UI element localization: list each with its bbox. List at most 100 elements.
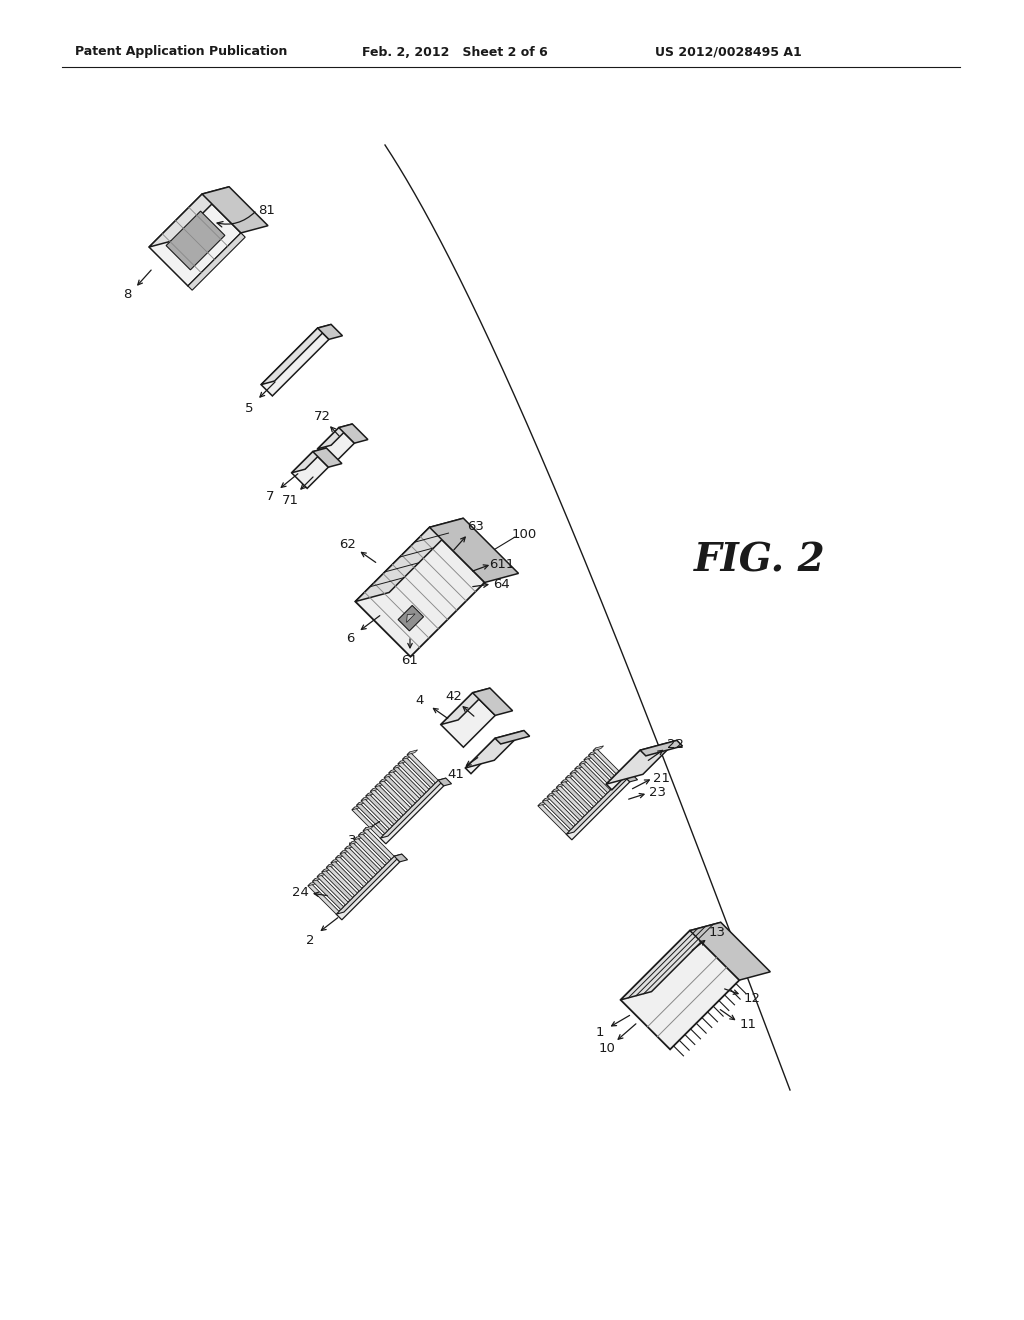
Polygon shape bbox=[398, 759, 409, 764]
Text: 23: 23 bbox=[649, 787, 667, 800]
Polygon shape bbox=[361, 796, 372, 801]
Polygon shape bbox=[589, 751, 599, 755]
Polygon shape bbox=[364, 826, 374, 830]
Text: 4: 4 bbox=[416, 693, 424, 706]
Text: 12: 12 bbox=[743, 991, 761, 1005]
Text: 10: 10 bbox=[599, 1043, 615, 1056]
Polygon shape bbox=[331, 861, 362, 891]
Polygon shape bbox=[552, 789, 583, 820]
Polygon shape bbox=[354, 836, 365, 840]
Polygon shape bbox=[402, 755, 413, 759]
Polygon shape bbox=[552, 787, 562, 792]
Text: 64: 64 bbox=[493, 578, 509, 590]
Polygon shape bbox=[371, 788, 401, 820]
Polygon shape bbox=[380, 777, 390, 783]
Polygon shape bbox=[621, 931, 739, 1049]
Polygon shape bbox=[202, 187, 268, 232]
Text: 81: 81 bbox=[259, 203, 275, 216]
Polygon shape bbox=[331, 858, 341, 863]
Polygon shape bbox=[366, 791, 376, 796]
Polygon shape bbox=[317, 428, 354, 465]
Polygon shape bbox=[440, 688, 489, 725]
Text: 100: 100 bbox=[511, 528, 537, 540]
Polygon shape bbox=[340, 851, 371, 882]
Text: 3: 3 bbox=[348, 833, 356, 846]
Text: 5: 5 bbox=[245, 401, 253, 414]
Text: 11: 11 bbox=[739, 1019, 757, 1031]
Polygon shape bbox=[570, 768, 581, 774]
Text: 41: 41 bbox=[447, 768, 465, 781]
Text: 71: 71 bbox=[282, 494, 299, 507]
Polygon shape bbox=[566, 776, 630, 840]
Polygon shape bbox=[465, 730, 524, 768]
Text: 22: 22 bbox=[668, 738, 684, 751]
Polygon shape bbox=[543, 796, 553, 801]
Polygon shape bbox=[380, 777, 445, 838]
Polygon shape bbox=[355, 519, 463, 602]
Polygon shape bbox=[322, 870, 353, 900]
Polygon shape bbox=[606, 750, 646, 789]
Polygon shape bbox=[547, 792, 558, 797]
Polygon shape bbox=[317, 424, 352, 449]
Polygon shape bbox=[398, 606, 424, 631]
Polygon shape bbox=[690, 923, 770, 981]
Polygon shape bbox=[352, 807, 383, 838]
Text: 1: 1 bbox=[596, 1027, 604, 1040]
Polygon shape bbox=[356, 800, 367, 805]
Polygon shape bbox=[429, 519, 518, 582]
Polygon shape bbox=[336, 854, 346, 858]
Polygon shape bbox=[566, 774, 632, 834]
Polygon shape bbox=[574, 767, 606, 797]
Polygon shape bbox=[580, 762, 610, 793]
Polygon shape bbox=[384, 772, 394, 777]
Polygon shape bbox=[384, 775, 415, 807]
Polygon shape bbox=[312, 878, 344, 909]
Text: 7: 7 bbox=[266, 490, 274, 503]
Text: 42: 42 bbox=[445, 689, 463, 702]
Polygon shape bbox=[408, 750, 418, 755]
Text: Patent Application Publication: Patent Application Publication bbox=[75, 45, 288, 58]
Polygon shape bbox=[340, 849, 350, 854]
Text: 61: 61 bbox=[401, 653, 419, 667]
Polygon shape bbox=[336, 857, 399, 920]
Polygon shape bbox=[561, 777, 571, 783]
Polygon shape bbox=[361, 797, 392, 829]
Polygon shape bbox=[150, 187, 229, 247]
Polygon shape bbox=[380, 780, 443, 843]
Polygon shape bbox=[570, 771, 601, 803]
Polygon shape bbox=[565, 775, 597, 807]
Polygon shape bbox=[543, 799, 573, 829]
Polygon shape bbox=[408, 752, 438, 783]
Text: 8: 8 bbox=[123, 289, 131, 301]
Text: US 2012/0028495 A1: US 2012/0028495 A1 bbox=[655, 45, 802, 58]
Polygon shape bbox=[574, 764, 586, 770]
Polygon shape bbox=[380, 780, 411, 810]
Polygon shape bbox=[188, 232, 245, 290]
Polygon shape bbox=[473, 688, 513, 715]
Polygon shape bbox=[375, 784, 406, 816]
Polygon shape bbox=[593, 746, 603, 751]
Polygon shape bbox=[398, 762, 429, 792]
Polygon shape bbox=[354, 837, 385, 869]
Polygon shape bbox=[407, 614, 415, 623]
Polygon shape bbox=[261, 329, 329, 396]
Polygon shape bbox=[327, 862, 337, 867]
Polygon shape bbox=[625, 774, 638, 781]
Text: 2: 2 bbox=[306, 933, 314, 946]
Polygon shape bbox=[402, 756, 433, 788]
Polygon shape bbox=[312, 447, 342, 467]
Text: 21: 21 bbox=[653, 771, 671, 784]
Polygon shape bbox=[393, 763, 403, 768]
Polygon shape bbox=[261, 325, 331, 384]
Polygon shape bbox=[389, 771, 420, 801]
Text: 63: 63 bbox=[468, 520, 484, 533]
Polygon shape bbox=[556, 783, 567, 788]
Polygon shape bbox=[393, 766, 424, 797]
Polygon shape bbox=[556, 784, 588, 816]
Polygon shape bbox=[317, 874, 348, 906]
Polygon shape bbox=[327, 865, 357, 896]
Polygon shape bbox=[358, 833, 389, 863]
Polygon shape bbox=[538, 803, 569, 834]
Polygon shape bbox=[580, 759, 590, 764]
Polygon shape bbox=[547, 793, 579, 825]
